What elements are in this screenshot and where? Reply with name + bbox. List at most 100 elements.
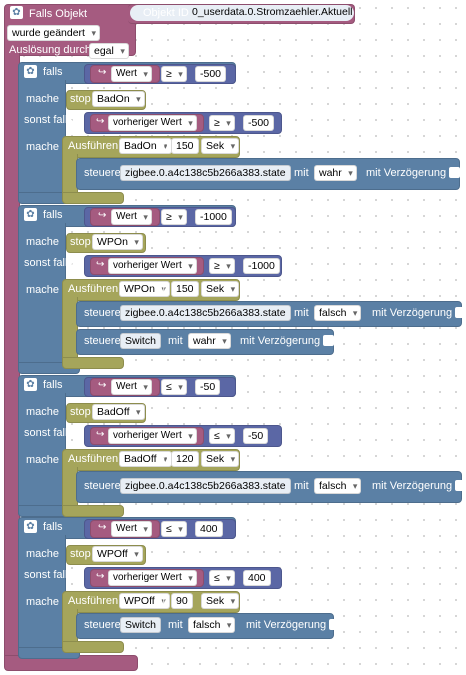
value-dropdown[interactable]: wahr bbox=[188, 333, 231, 349]
timeout-footer bbox=[62, 192, 124, 204]
arrow-icon: ↪ bbox=[96, 116, 105, 127]
operator-dropdown[interactable]: ≤ bbox=[209, 570, 235, 586]
vorheriger-wert-dropdown[interactable]: vorheriger Wert bbox=[108, 115, 197, 131]
target-field[interactable]: Switch bbox=[120, 333, 161, 349]
mache-label: mache bbox=[26, 548, 60, 560]
arrow-icon: ↪ bbox=[98, 380, 107, 391]
falls-label: falls bbox=[43, 521, 63, 533]
time-input[interactable]: 90 bbox=[171, 593, 193, 609]
value-input[interactable]: 400 bbox=[243, 570, 271, 586]
timer-name-dropdown[interactable]: WPOff bbox=[119, 593, 170, 609]
value-dropdown[interactable]: falsch bbox=[314, 305, 362, 321]
target-field[interactable]: zigbee.0.a4c138c5b266a383.state bbox=[120, 165, 291, 181]
wert-dropdown[interactable]: Wert bbox=[111, 521, 152, 537]
timer-name-dropdown[interactable]: WPOn bbox=[119, 281, 170, 297]
falls-label: falls bbox=[43, 379, 63, 391]
delay-checkbox[interactable] bbox=[455, 307, 466, 318]
target-field[interactable]: zigbee.0.a4c138c5b266a383.state bbox=[120, 478, 291, 494]
stop-label: stop bbox=[70, 406, 91, 418]
arrow-icon: ↪ bbox=[98, 522, 107, 533]
unit-dropdown[interactable]: Sek bbox=[201, 451, 240, 467]
wert-dropdown[interactable]: Wert bbox=[111, 379, 152, 395]
sonst-falls-label: sonst falls bbox=[24, 257, 73, 269]
ausfuehren-label: Ausführen bbox=[68, 595, 119, 607]
timeout-footer bbox=[62, 505, 124, 517]
gear-icon[interactable]: ✿ bbox=[10, 6, 23, 19]
gear-icon[interactable]: ✿ bbox=[24, 520, 37, 533]
vorheriger-wert-dropdown[interactable]: vorheriger Wert bbox=[108, 428, 197, 444]
operator-dropdown[interactable]: ≤ bbox=[161, 379, 187, 395]
value-input[interactable]: -500 bbox=[243, 115, 275, 131]
delay-checkbox[interactable] bbox=[449, 167, 460, 178]
sonst-falls-label: sonst falls bbox=[24, 427, 73, 439]
verzoegerung-label: mit Verzögerung bbox=[246, 619, 327, 631]
objekt-id-value[interactable]: 0_userdata.0.Stromzaehler.Aktuell bbox=[192, 6, 353, 18]
wert-dropdown[interactable]: Wert bbox=[111, 209, 152, 225]
value-input[interactable]: -500 bbox=[195, 66, 227, 82]
timer-name-dropdown[interactable]: BadOff bbox=[119, 451, 172, 467]
mit-label: mit bbox=[168, 335, 183, 347]
delay-checkbox[interactable] bbox=[323, 335, 334, 346]
objekt-id-field[interactable] bbox=[130, 5, 354, 21]
time-input[interactable]: 150 bbox=[171, 281, 199, 297]
target-field[interactable]: Switch bbox=[120, 617, 161, 633]
value-input[interactable]: -1000 bbox=[243, 258, 280, 274]
ausfuehren-label: Ausführen bbox=[68, 283, 119, 295]
stop-label: stop bbox=[70, 93, 91, 105]
value-input[interactable]: 400 bbox=[195, 521, 223, 537]
value-input[interactable]: -50 bbox=[195, 379, 221, 395]
value-dropdown[interactable]: falsch bbox=[188, 617, 236, 633]
gear-icon[interactable]: ✿ bbox=[24, 65, 37, 78]
operator-dropdown[interactable]: ≥ bbox=[209, 115, 235, 131]
verzoegerung-label: mit Verzögerung bbox=[372, 480, 453, 492]
delay-checkbox[interactable] bbox=[455, 480, 466, 491]
operator-dropdown[interactable]: ≥ bbox=[161, 209, 187, 225]
falls-label: falls bbox=[43, 209, 63, 221]
ausloesung-dropdown[interactable]: egal bbox=[89, 43, 129, 59]
value-dropdown[interactable]: wahr bbox=[314, 165, 357, 181]
condition-dropdown[interactable]: wurde geändert bbox=[7, 25, 100, 41]
trigger-title: Falls Objekt bbox=[29, 8, 88, 20]
operator-dropdown[interactable]: ≤ bbox=[161, 521, 187, 537]
operator-dropdown[interactable]: ≥ bbox=[209, 258, 235, 274]
in-label: in bbox=[160, 595, 169, 607]
delay-checkbox[interactable] bbox=[329, 619, 340, 630]
arrow-icon: ↪ bbox=[96, 429, 105, 440]
vorheriger-wert-dropdown[interactable]: vorheriger Wert bbox=[108, 570, 197, 586]
stop-timer-dropdown[interactable]: WPOff bbox=[92, 546, 143, 562]
timer-name-dropdown[interactable]: BadOn bbox=[119, 138, 172, 154]
steuere-label: steuere bbox=[84, 480, 121, 492]
target-field[interactable]: zigbee.0.a4c138c5b266a383.state bbox=[120, 305, 291, 321]
verzoegerung-label: mit Verzögerung bbox=[240, 335, 321, 347]
mit-label: mit bbox=[294, 167, 309, 179]
stop-timer-dropdown[interactable]: BadOn bbox=[92, 91, 145, 107]
mache-label: mache bbox=[26, 236, 60, 248]
unit-dropdown[interactable]: Sek bbox=[201, 281, 240, 297]
vorheriger-wert-dropdown[interactable]: vorheriger Wert bbox=[108, 258, 197, 274]
ausloesung-label: Auslösung durch bbox=[9, 44, 91, 56]
stop-timer-dropdown[interactable]: WPOn bbox=[92, 234, 143, 250]
stop-timer-dropdown[interactable]: BadOff bbox=[92, 404, 145, 420]
operator-dropdown[interactable]: ≤ bbox=[209, 428, 235, 444]
time-input[interactable]: 150 bbox=[171, 138, 199, 154]
mache-label: mache bbox=[26, 596, 60, 608]
wert-dropdown[interactable]: Wert bbox=[111, 66, 152, 82]
mache-label: mache bbox=[26, 454, 60, 466]
unit-dropdown[interactable]: Sek bbox=[201, 593, 240, 609]
mit-label: mit bbox=[294, 307, 309, 319]
verzoegerung-label: mit Verzögerung bbox=[372, 307, 453, 319]
value-dropdown[interactable]: falsch bbox=[314, 478, 362, 494]
verzoegerung-label: mit Verzögerung bbox=[366, 167, 447, 179]
unit-dropdown[interactable]: Sek bbox=[201, 138, 240, 154]
gear-icon[interactable]: ✿ bbox=[24, 208, 37, 221]
time-input[interactable]: 120 bbox=[171, 451, 199, 467]
falls-label: falls bbox=[43, 66, 63, 78]
value-input[interactable]: -50 bbox=[243, 428, 269, 444]
objekt-id-label: Objekt ID bbox=[143, 7, 189, 19]
steuere-label: steuere bbox=[84, 619, 121, 631]
arrow-icon: ↪ bbox=[96, 571, 105, 582]
value-input[interactable]: -1000 bbox=[195, 209, 232, 225]
timeout-footer bbox=[62, 357, 124, 369]
gear-icon[interactable]: ✿ bbox=[24, 378, 37, 391]
operator-dropdown[interactable]: ≥ bbox=[161, 66, 187, 82]
